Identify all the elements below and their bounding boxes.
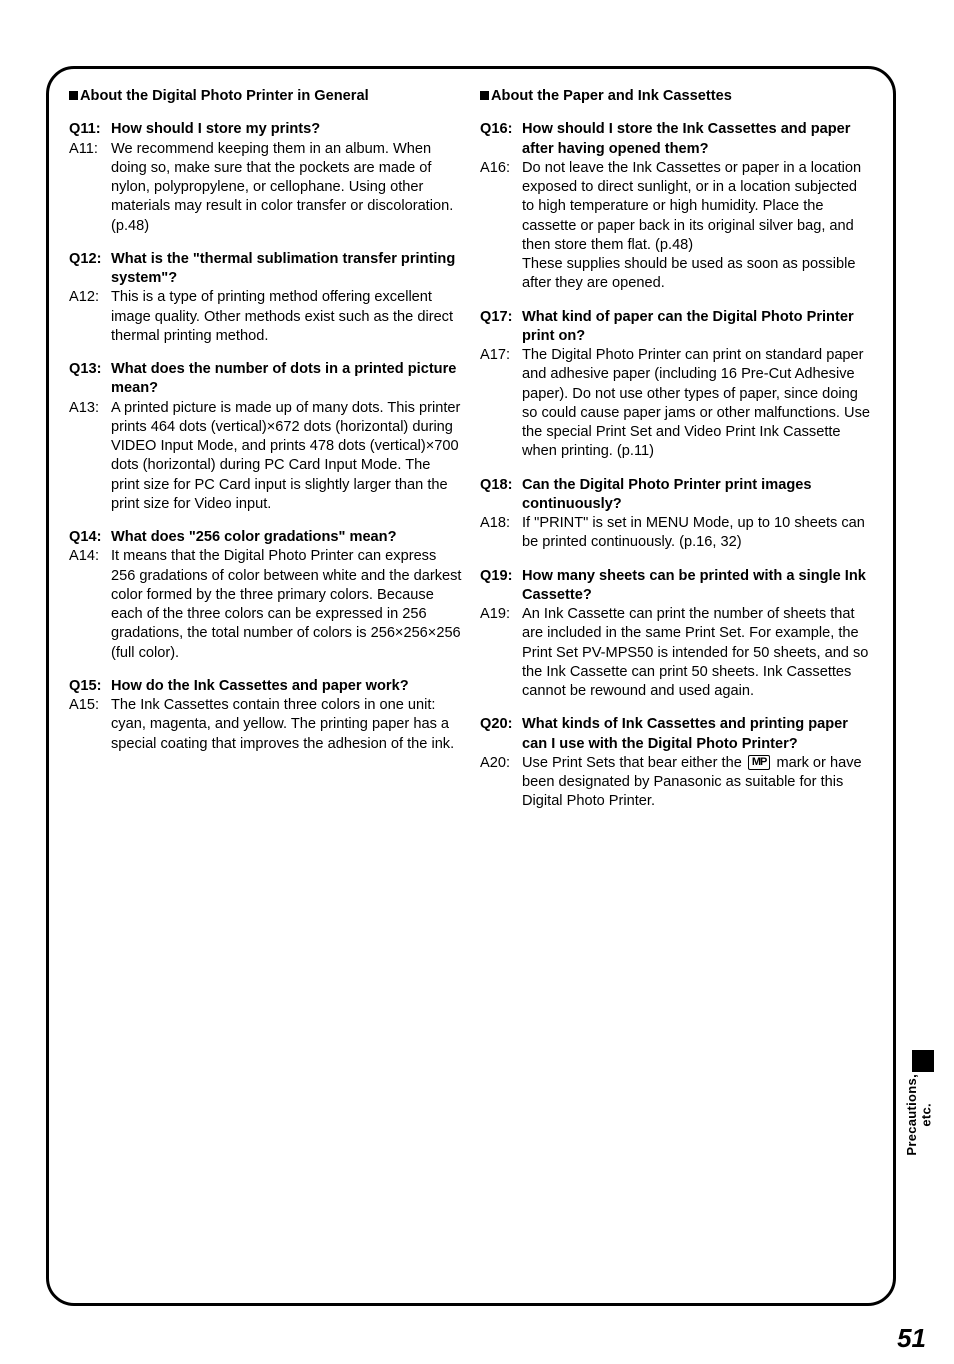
question-label: Q15: [69,677,111,696]
answer-text: Do not leave the Ink Cassettes or paper … [522,159,873,294]
answer-row: A12: This is a type of printing method o… [69,288,462,346]
question-text: What does the number of dots in a printe… [111,360,462,399]
question-label: Q14: [69,528,111,547]
qa-item: Q18: Can the Digital Photo Printer print… [480,476,873,553]
answer-row: A15: The Ink Cassettes contain three col… [69,696,462,754]
question-row: Q20: What kinds of Ink Cassettes and pri… [480,715,873,754]
question-label: Q11: [69,120,111,139]
answer-text: It means that the Digital Photo Printer … [111,547,462,663]
answer-label: A19: [480,605,522,624]
question-text: Can the Digital Photo Printer print imag… [522,476,873,515]
answer-label: A20: [480,754,522,773]
answer-row: A20: Use Print Sets that bear either the… [480,754,873,812]
answer-label: A18: [480,514,522,533]
mp-mark-icon: MP [748,755,771,770]
question-row: Q11: How should I store my prints? [69,120,462,139]
question-text: How many sheets can be printed with a si… [522,567,873,606]
question-text: What is the "thermal sublimation transfe… [111,250,462,289]
question-text: What kinds of Ink Cassettes and printing… [522,715,873,754]
answer-label: A16: [480,159,522,178]
answer-text: We recommend keeping them in an album. W… [111,140,462,236]
side-tab: Precautions, etc. [905,1050,934,1156]
question-label: Q13: [69,360,111,379]
answer-row: A11: We recommend keeping them in an alb… [69,140,462,236]
question-label: Q12: [69,250,111,269]
right-section-heading: About the Paper and Ink Cassettes [480,87,873,106]
qa-item: Q16: How should I store the Ink Cassette… [480,120,873,293]
answer-row: A13: A printed picture is made up of man… [69,399,462,515]
right-heading-text: About the Paper and Ink Cassettes [491,88,732,104]
question-label: Q19: [480,567,522,586]
qa-item: Q11: How should I store my prints? A11: … [69,120,462,236]
answer-row: A18: If "PRINT" is set in MENU Mode, up … [480,514,873,553]
question-row: Q14: What does "256 color gradations" me… [69,528,462,547]
qa-item: Q20: What kinds of Ink Cassettes and pri… [480,715,873,811]
qa-item: Q19: How many sheets can be printed with… [480,567,873,702]
answer-text: The Ink Cassettes contain three colors i… [111,696,462,754]
question-label: Q16: [480,120,522,139]
right-column: About the Paper and Ink Cassettes Q16: H… [480,87,873,826]
answer-label: A11: [69,140,111,159]
answer-label: A14: [69,547,111,566]
side-tab-marker [912,1050,934,1072]
answer-row: A16: Do not leave the Ink Cassettes or p… [480,159,873,294]
question-row: Q13: What does the number of dots in a p… [69,360,462,399]
answer-text-pre: Use Print Sets that bear either the [522,755,746,771]
question-text: What kind of paper can the Digital Photo… [522,308,873,347]
question-label: Q17: [480,308,522,327]
answer-text: The Digital Photo Printer can print on s… [522,346,873,462]
qa-item: Q13: What does the number of dots in a p… [69,360,462,514]
columns-wrapper: About the Digital Photo Printer in Gener… [69,87,873,826]
answer-label: A13: [69,399,111,418]
answer-text: An Ink Cassette can print the number of … [522,605,873,701]
answer-label: A15: [69,696,111,715]
question-text: How should I store the Ink Cassettes and… [522,120,873,159]
question-label: Q20: [480,715,522,734]
question-text: What does "256 color gradations" mean? [111,528,397,547]
question-row: Q18: Can the Digital Photo Printer print… [480,476,873,515]
question-row: Q17: What kind of paper can the Digital … [480,308,873,347]
left-column: About the Digital Photo Printer in Gener… [69,87,462,826]
answer-row: A19: An Ink Cassette can print the numbe… [480,605,873,701]
answer-text: If "PRINT" is set in MENU Mode, up to 10… [522,514,873,553]
answer-text: A printed picture is made up of many dot… [111,399,462,515]
question-row: Q15: How do the Ink Cassettes and paper … [69,677,462,696]
side-tab-label: Precautions, etc. [905,1074,934,1156]
question-row: Q16: How should I store the Ink Cassette… [480,120,873,159]
qa-item: Q14: What does "256 color gradations" me… [69,528,462,663]
question-row: Q19: How many sheets can be printed with… [480,567,873,606]
question-label: Q18: [480,476,522,495]
question-text: How should I store my prints? [111,120,320,139]
answer-label: A12: [69,288,111,307]
answer-row: A14: It means that the Digital Photo Pri… [69,547,462,663]
page-number: 51 [897,1323,926,1354]
page: About the Digital Photo Printer in Gener… [0,0,954,1364]
content-frame: About the Digital Photo Printer in Gener… [46,66,896,1306]
left-section-heading: About the Digital Photo Printer in Gener… [69,87,462,106]
left-heading-text: About the Digital Photo Printer in Gener… [80,88,369,104]
qa-item: Q12: What is the "thermal sublimation tr… [69,250,462,346]
square-bullet-icon [69,91,78,100]
question-row: Q12: What is the "thermal sublimation tr… [69,250,462,289]
answer-label: A17: [480,346,522,365]
answer-row: A17: The Digital Photo Printer can print… [480,346,873,462]
answer-text: Use Print Sets that bear either the MP m… [522,754,873,812]
qa-item: Q15: How do the Ink Cassettes and paper … [69,677,462,754]
question-text: How do the Ink Cassettes and paper work? [111,677,409,696]
answer-text: This is a type of printing method offeri… [111,288,462,346]
qa-item: Q17: What kind of paper can the Digital … [480,308,873,462]
square-bullet-icon [480,91,489,100]
